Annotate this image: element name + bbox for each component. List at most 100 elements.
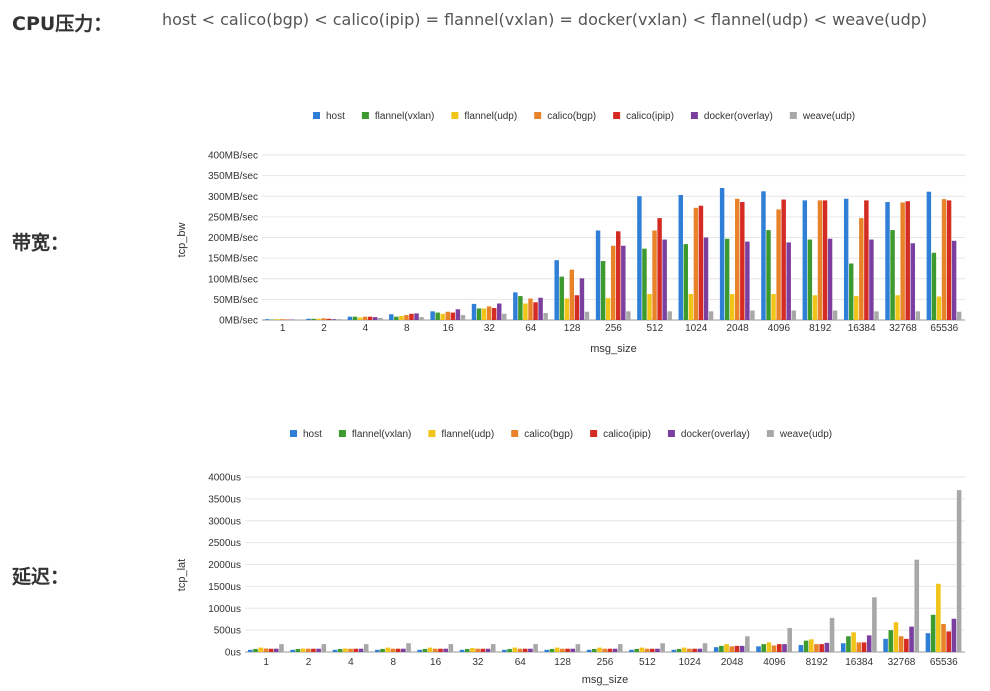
bar-calico-bgp	[941, 624, 946, 652]
legend-swatch	[338, 430, 346, 437]
x-tick-label: 4	[363, 323, 369, 334]
bar-flannel-vxlan	[848, 263, 854, 320]
x-axis-title: msg_size	[582, 674, 628, 686]
bar-calico-ipip	[777, 644, 782, 652]
bar-calico-bgp	[776, 209, 781, 320]
bar-docker-overlay	[485, 648, 491, 652]
y-tick-label: 0us	[225, 648, 241, 659]
bar-host	[471, 303, 477, 320]
legend-label: weave(udp)	[779, 429, 832, 440]
legend-label: flannel(vxlan)	[375, 111, 434, 122]
bar-calico-ipip	[367, 316, 373, 320]
bar-calico-ipip	[822, 200, 828, 320]
bar-docker-overlay	[414, 313, 419, 320]
bar-host	[417, 649, 423, 652]
legend-swatch	[766, 430, 774, 437]
bar-host	[925, 633, 931, 652]
bar-weave-udp	[745, 636, 750, 652]
bar-calico-ipip	[353, 648, 359, 652]
x-tick-label: 16	[443, 323, 455, 334]
bar-flannel-udp	[597, 647, 602, 652]
bar-weave-udp	[490, 644, 496, 652]
bar-weave-udp	[584, 311, 590, 320]
bar-calico-bgp	[856, 642, 862, 652]
bar-flannel-udp	[512, 647, 518, 652]
x-tick-label: 4096	[768, 323, 791, 334]
bar-docker-overlay	[866, 635, 872, 652]
bar-docker-overlay	[786, 242, 791, 320]
legend-swatch	[590, 430, 598, 437]
bar-flannel-vxlan	[719, 645, 724, 652]
bar-docker-overlay	[869, 239, 874, 320]
bar-host	[290, 649, 295, 652]
bar-flannel-vxlan	[311, 318, 316, 320]
bar-flannel-udp	[385, 647, 391, 652]
bar-weave-udp	[832, 310, 838, 320]
cpu-formula: host < calico(bgp) < calico(ipip) = flan…	[162, 10, 928, 29]
bar-flannel-vxlan	[476, 308, 482, 320]
y-tick-label: 350MB/sec	[208, 171, 258, 182]
bar-host	[544, 649, 550, 652]
x-tick-label: 16384	[848, 323, 876, 334]
bar-flannel-udp	[564, 298, 570, 320]
bar-calico-ipip	[533, 302, 538, 320]
bar-docker-overlay	[497, 303, 502, 320]
bar-calico-bgp	[321, 318, 326, 320]
bar-docker-overlay	[703, 237, 709, 320]
bar-calico-bgp	[362, 316, 368, 320]
bar-calico-bgp	[817, 200, 823, 320]
legend-swatch	[789, 112, 797, 119]
bar-calico-bgp	[941, 199, 947, 320]
bar-flannel-vxlan	[634, 648, 639, 652]
bar-weave-udp	[279, 644, 284, 652]
bar-docker-overlay	[316, 648, 321, 652]
bar-flannel-udp	[724, 644, 729, 652]
bar-host	[459, 649, 465, 652]
bar-flannel-udp	[440, 313, 445, 320]
bar-host	[843, 198, 849, 320]
x-axis-title: msg_size	[590, 343, 636, 355]
bar-calico-ipip	[311, 648, 316, 652]
x-tick-label: 64	[515, 657, 527, 668]
bar-calico-ipip	[781, 199, 786, 320]
legend-swatch	[451, 112, 459, 119]
bar-flannel-vxlan	[807, 239, 813, 320]
bar-flannel-udp	[481, 308, 487, 320]
bar-weave-udp	[914, 559, 920, 652]
bandwidth-label: 带宽：	[12, 232, 70, 254]
bar-calico-bgp	[644, 648, 650, 652]
bar-calico-bgp	[687, 648, 692, 652]
bar-flannel-udp	[936, 296, 942, 320]
latency-chart: 0us 500us 1000us 1500us 2000us 2500us 3000us 35…	[176, 429, 965, 686]
x-tick-label: 16384	[845, 657, 873, 668]
bar-calico-ipip	[268, 648, 274, 652]
bar-flannel-udp	[771, 294, 776, 320]
bar-calico-bgp	[569, 269, 575, 320]
bar-calico-bgp	[445, 311, 451, 320]
bar-docker-overlay	[621, 245, 626, 320]
legend-label: flannel(udp)	[441, 429, 494, 440]
bar-docker-overlay	[697, 648, 703, 652]
bar-host	[586, 649, 592, 652]
bar-docker-overlay	[782, 644, 787, 652]
bar-calico-ipip	[326, 318, 332, 320]
bar-flannel-udp	[729, 294, 735, 320]
bar-flannel-udp	[681, 647, 687, 652]
bar-weave-udp	[791, 310, 796, 320]
y-tick-label: 250MB/sec	[208, 212, 258, 223]
legend-label: host	[303, 429, 322, 440]
legend-label: calico(bgp)	[524, 429, 573, 440]
x-tick-label: 8	[390, 657, 396, 668]
bar-weave-udp	[575, 644, 581, 652]
bar-host	[637, 196, 642, 320]
bandwidth-chart: 0MB/sec 50MB/sec 100MB/sec 150MB/sec 200MB/s…	[176, 111, 965, 355]
legend-label: calico(bgp)	[547, 111, 596, 122]
x-tick-label: 32768	[888, 657, 916, 668]
bar-weave-udp	[667, 311, 672, 320]
bar-calico-bgp	[486, 306, 492, 320]
y-tick-label: 50MB/sec	[214, 295, 258, 306]
y-tick-label: 100MB/sec	[208, 274, 258, 285]
bar-calico-ipip	[522, 648, 528, 652]
bar-flannel-udp	[936, 583, 941, 652]
bar-host	[671, 649, 677, 652]
